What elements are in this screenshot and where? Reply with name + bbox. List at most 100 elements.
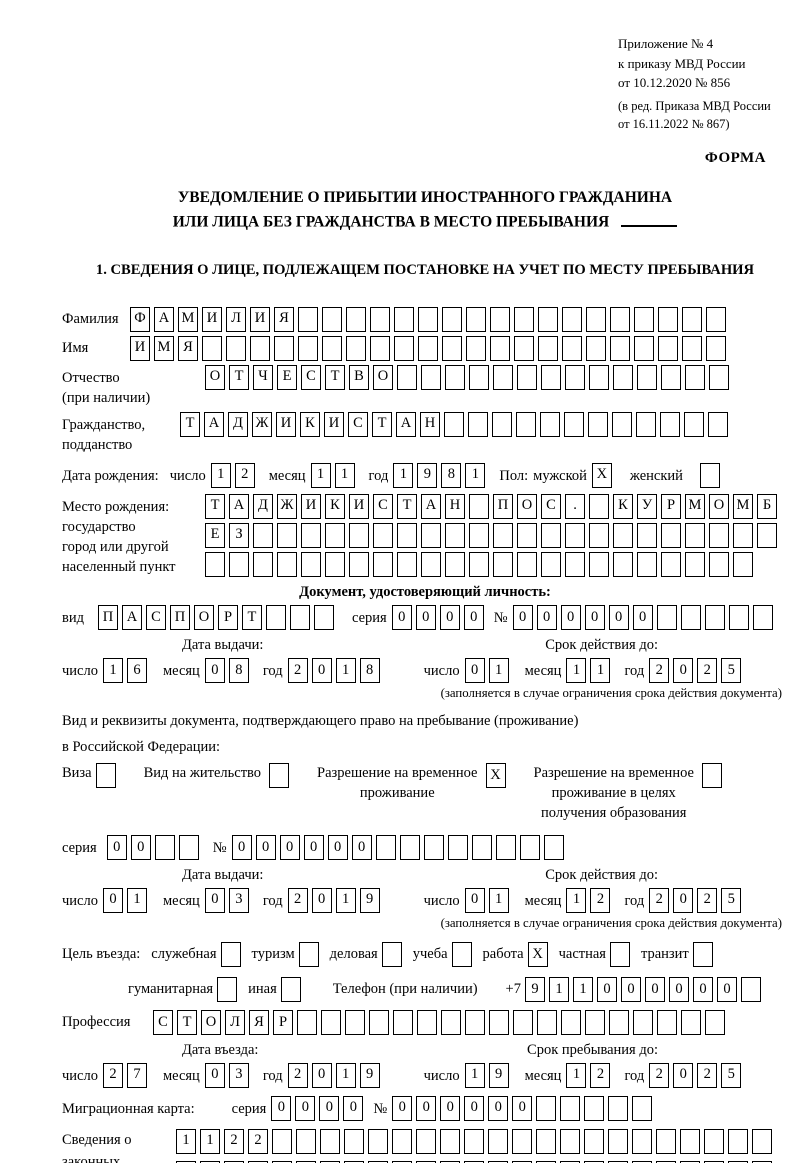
char-cell[interactable]: 1 xyxy=(334,462,355,488)
char-cell[interactable]: 0 xyxy=(391,605,412,631)
char-cell[interactable]: 0 xyxy=(644,977,665,1003)
char-cell[interactable] xyxy=(272,1160,292,1163)
char-cell[interactable] xyxy=(536,1160,556,1163)
char-cell[interactable]: 1 xyxy=(566,887,587,913)
char-cell[interactable] xyxy=(634,306,654,332)
char-cell[interactable] xyxy=(469,493,489,519)
char-cell[interactable] xyxy=(445,551,465,577)
char-cell[interactable] xyxy=(517,551,537,577)
char-cell[interactable] xyxy=(538,335,558,361)
char-cell[interactable] xyxy=(681,1010,701,1036)
char-cell[interactable] xyxy=(709,522,729,548)
char-cell[interactable] xyxy=(752,605,773,631)
char-cell[interactable] xyxy=(537,1010,557,1036)
char-cell[interactable]: 0 xyxy=(440,1095,461,1121)
char-cell[interactable]: 0 xyxy=(416,1095,437,1121)
char-cell[interactable] xyxy=(265,605,286,631)
char-cell[interactable] xyxy=(658,306,678,332)
char-cell[interactable]: Т xyxy=(372,411,392,437)
char-cell[interactable] xyxy=(469,551,489,577)
char-cell[interactable]: 9 xyxy=(359,887,380,913)
char-cell[interactable]: 0 xyxy=(204,887,225,913)
char-cell[interactable] xyxy=(394,306,414,332)
char-cell[interactable] xyxy=(637,364,657,390)
char-cell[interactable] xyxy=(493,551,513,577)
char-cell[interactable] xyxy=(589,522,609,548)
char-cell[interactable] xyxy=(325,551,345,577)
char-cell[interactable] xyxy=(586,306,606,332)
char-cell[interactable] xyxy=(220,942,241,968)
char-cell[interactable]: 0 xyxy=(536,605,557,631)
char-cell[interactable]: Л xyxy=(226,306,246,332)
char-cell[interactable] xyxy=(488,1160,508,1163)
char-cell[interactable] xyxy=(176,1160,196,1163)
char-cell[interactable]: 2 xyxy=(234,462,255,488)
char-cell[interactable]: 1 xyxy=(572,977,593,1003)
char-cell[interactable] xyxy=(682,306,702,332)
char-cell[interactable]: И xyxy=(301,493,321,519)
char-cell[interactable] xyxy=(560,1160,580,1163)
char-cell[interactable] xyxy=(514,335,534,361)
char-cell[interactable] xyxy=(514,306,534,332)
char-cell[interactable]: М xyxy=(178,306,198,332)
char-cell[interactable] xyxy=(608,1160,628,1163)
char-cell[interactable]: 0 xyxy=(415,605,436,631)
char-cell[interactable] xyxy=(488,1128,508,1154)
char-cell[interactable]: 2 xyxy=(697,887,718,913)
char-cell[interactable] xyxy=(344,1160,364,1163)
char-cell[interactable]: П xyxy=(493,493,513,519)
char-cell[interactable] xyxy=(441,1010,461,1036)
char-cell[interactable]: 0 xyxy=(343,1095,364,1121)
char-cell[interactable] xyxy=(370,335,390,361)
char-cell[interactable]: И xyxy=(324,411,344,437)
char-cell[interactable]: С xyxy=(301,364,321,390)
char-cell[interactable] xyxy=(728,1160,748,1163)
char-cell[interactable] xyxy=(492,411,512,437)
char-cell[interactable] xyxy=(512,1160,532,1163)
char-cell[interactable]: А xyxy=(154,306,174,332)
char-cell[interactable] xyxy=(541,364,561,390)
char-cell[interactable] xyxy=(613,364,633,390)
char-cell[interactable] xyxy=(613,522,633,548)
char-cell[interactable]: Е xyxy=(205,522,225,548)
char-cell[interactable] xyxy=(541,551,561,577)
char-cell[interactable] xyxy=(345,1010,365,1036)
char-cell[interactable] xyxy=(489,1010,509,1036)
char-cell[interactable]: 0 xyxy=(464,887,485,913)
char-cell[interactable]: 0 xyxy=(463,605,484,631)
char-cell[interactable] xyxy=(608,1128,628,1154)
char-cell[interactable] xyxy=(297,1010,317,1036)
char-cell[interactable]: 0 xyxy=(303,835,324,861)
char-cell[interactable] xyxy=(253,522,273,548)
char-cell[interactable]: О xyxy=(517,493,537,519)
char-cell[interactable]: X xyxy=(527,942,548,968)
char-cell[interactable] xyxy=(613,551,633,577)
char-cell[interactable]: 2 xyxy=(248,1128,268,1154)
char-cell[interactable]: 1 xyxy=(210,462,231,488)
char-cell[interactable] xyxy=(680,605,701,631)
char-cell[interactable]: 1 xyxy=(393,462,414,488)
char-cell[interactable]: 1 xyxy=(488,887,509,913)
char-cell[interactable]: 1 xyxy=(200,1128,220,1154)
char-cell[interactable] xyxy=(397,551,417,577)
char-cell[interactable]: 0 xyxy=(512,1095,533,1121)
char-cell[interactable] xyxy=(229,551,249,577)
char-cell[interactable] xyxy=(637,551,657,577)
char-cell[interactable]: 0 xyxy=(632,605,653,631)
char-cell[interactable]: 2 xyxy=(697,1062,718,1088)
char-cell[interactable]: 0 xyxy=(279,835,300,861)
char-cell[interactable] xyxy=(538,306,558,332)
char-cell[interactable] xyxy=(589,551,609,577)
char-cell[interactable]: 2 xyxy=(287,1062,308,1088)
char-cell[interactable] xyxy=(416,1160,436,1163)
char-cell[interactable]: 1 xyxy=(335,887,356,913)
char-cell[interactable] xyxy=(248,1160,268,1163)
char-cell[interactable]: 1 xyxy=(548,977,569,1003)
char-cell[interactable] xyxy=(661,551,681,577)
char-cell[interactable] xyxy=(658,335,678,361)
char-cell[interactable]: М xyxy=(154,335,174,361)
char-cell[interactable] xyxy=(445,364,465,390)
char-cell[interactable] xyxy=(692,942,713,968)
char-cell[interactable] xyxy=(517,364,537,390)
char-cell[interactable] xyxy=(733,522,753,548)
